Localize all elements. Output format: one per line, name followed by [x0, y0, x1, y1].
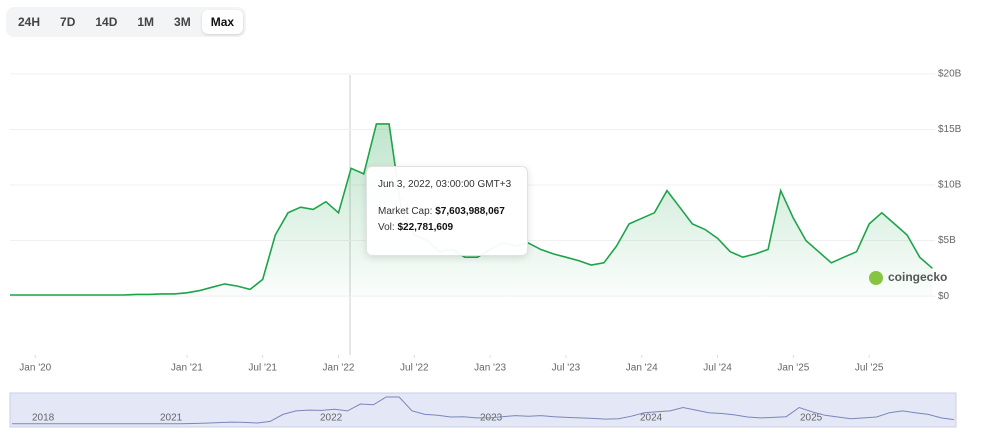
navigator-label: 2024: [640, 413, 663, 424]
line: [10, 123, 933, 296]
y-tick-label: $15B: [938, 124, 962, 135]
area: [10, 123, 933, 297]
x-tick-label: Jul '22: [400, 363, 429, 374]
y-tick-label: $5B: [938, 235, 956, 246]
navigator-label: 2022: [320, 413, 343, 424]
x-tick-label: Jan '20: [19, 363, 51, 374]
range-button[interactable]: 1M: [137, 15, 155, 29]
tooltip-label: Market Cap:: [378, 206, 433, 217]
navigator-label: 2025: [800, 413, 823, 424]
navigator[interactable]: [9, 392, 957, 428]
x-tick-label: Jan '25: [777, 363, 809, 374]
x-tick-label: Jan '22: [323, 363, 355, 374]
tooltip-label: Vol:: [378, 222, 395, 233]
tooltip-value: $7,603,988,067: [435, 206, 505, 217]
range-selector: 24H 7D 14D 1M 3M Max: [6, 7, 247, 37]
range-button[interactable]: 24H: [18, 15, 41, 29]
navigator-line: [12, 396, 955, 425]
y-tick-label: $10B: [938, 180, 962, 191]
x-tick-label: Jul '24: [703, 363, 732, 374]
x-tick-label: Jul '21: [248, 363, 277, 374]
navigator-label: 2018: [32, 413, 55, 424]
range-button[interactable]: 3M: [174, 15, 191, 29]
tooltip: Jun 3, 2022, 03:00:00 GMT+3 Market Cap: …: [366, 166, 528, 256]
x-tick-label: Jan '21: [171, 363, 203, 374]
x-tick-label: Jan '24: [626, 363, 658, 374]
range-button[interactable]: 7D: [60, 15, 76, 29]
y-tick-label: $20B: [938, 69, 962, 80]
tooltip-date: Jun 3, 2022, 03:00:00 GMT+3: [378, 179, 512, 190]
range-button[interactable]: Max: [201, 10, 244, 34]
range-button[interactable]: 14D: [95, 15, 118, 29]
navigator-label: 2021: [160, 413, 183, 424]
x-tick-label: Jul '25: [855, 363, 884, 374]
tooltip-value: $22,781,609: [397, 222, 454, 233]
x-tick-label: Jan '23: [474, 363, 506, 374]
x-tick-label: Jul '23: [552, 363, 581, 374]
y-tick-label: $0: [938, 291, 950, 302]
